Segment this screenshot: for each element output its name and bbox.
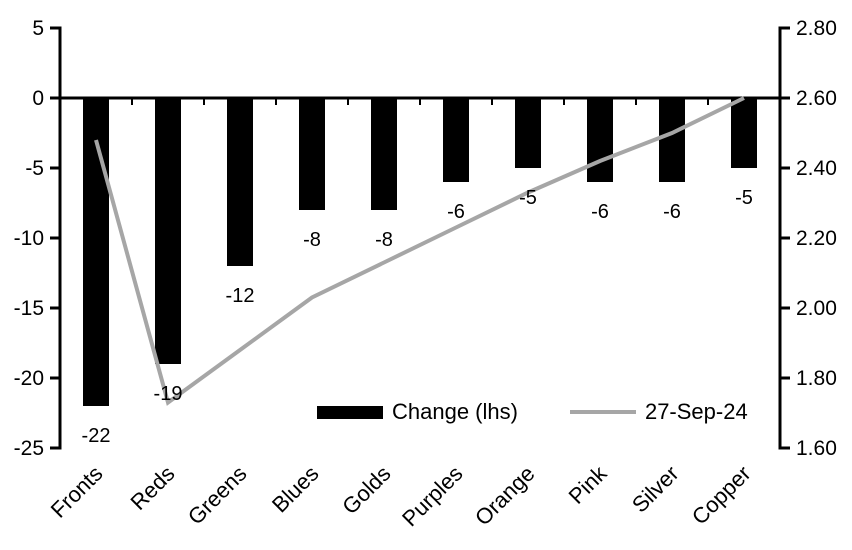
legend-bar-swatch-icon (317, 405, 383, 419)
left-axis-tick-label: -5 (25, 157, 44, 180)
category-label-greens: Greens (183, 461, 252, 530)
bar-value-label: -5 (519, 187, 537, 209)
legend-label-change: Change (lhs) (392, 399, 518, 424)
right-axis-tick-label: 2.60 (796, 87, 837, 110)
bar-copper (731, 98, 757, 168)
bar-silver (659, 98, 685, 182)
bar-purples (443, 98, 469, 182)
bar-value-label: -6 (447, 201, 465, 223)
bar-pink (587, 98, 613, 182)
right-axis-tick-label: 2.20 (796, 227, 837, 250)
category-label-purples: Purples (397, 461, 467, 531)
legend-item-change: Change (lhs) (317, 399, 518, 425)
left-axis-tick-label: 0 (32, 87, 44, 110)
line-series (94, 96, 745, 406)
left-axis-tick-label: 5 (32, 17, 44, 40)
legend-label-date: 27-Sep-24 (644, 399, 748, 424)
right-axis-tick-label: 2.80 (796, 17, 837, 40)
left-axis-tick-label: -25 (14, 437, 44, 460)
legend: Change (lhs) 27-Sep-24 (317, 399, 748, 425)
category-label-silver: Silver (627, 461, 684, 518)
category-label-copper: Copper (687, 461, 756, 530)
left-axis-tick-label: -20 (14, 367, 44, 390)
legend-line-swatch-icon (569, 410, 636, 414)
bar-orange (515, 98, 541, 168)
bar-value-label: -6 (591, 201, 609, 223)
bar-greens (227, 98, 253, 266)
right-axis-tick-label: 1.60 (796, 437, 837, 460)
bar-value-label: -22 (82, 425, 111, 447)
legend-item-line: 27-Sep-24 (569, 399, 748, 425)
category-label-reds: Reds (126, 461, 180, 515)
bar-value-label: -12 (226, 285, 255, 307)
bar-value-label: -6 (663, 201, 681, 223)
bar-blues (299, 98, 325, 210)
right-axis-tick-label: 2.40 (796, 157, 837, 180)
bar-reds (155, 98, 181, 364)
bar-value-label: -19 (154, 383, 183, 405)
bar-value-label: -8 (303, 229, 321, 251)
bar-fronts (83, 98, 109, 406)
left-axis-tick-label: -10 (14, 227, 44, 250)
category-label-pink: Pink (564, 460, 613, 509)
bar-value-label: -8 (375, 229, 393, 251)
category-label-golds: Golds (337, 461, 395, 519)
bar-golds (371, 98, 397, 210)
left-axis-tick-label: -15 (14, 297, 44, 320)
right-axis-tick-label: 1.80 (796, 367, 837, 390)
category-label-fronts: Fronts (46, 461, 108, 523)
right-axis-tick-label: 2.00 (796, 297, 837, 320)
category-label-orange: Orange (470, 461, 540, 531)
bar-value-label: -5 (735, 187, 753, 209)
category-label-blues: Blues (267, 461, 324, 518)
